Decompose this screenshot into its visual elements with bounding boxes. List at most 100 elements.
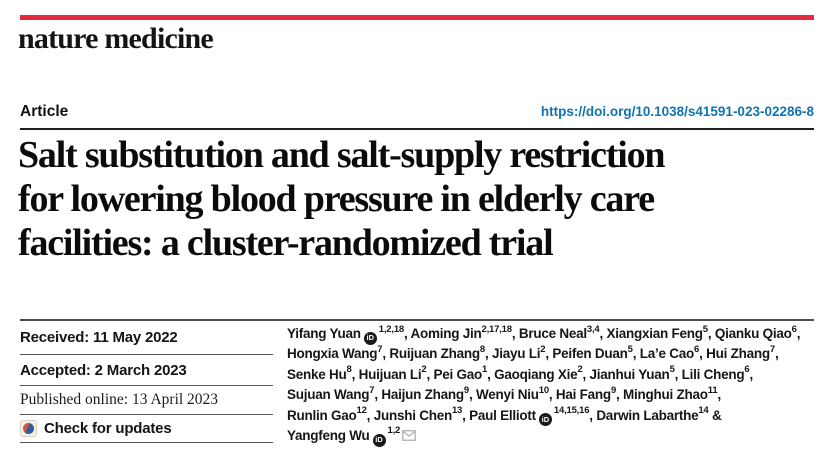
author-name: Gaoqiang Xie xyxy=(494,366,578,382)
author-separator: , xyxy=(366,407,374,423)
author-line: Runlin Gao12, Junshi Chen13, Paul Elliot… xyxy=(287,405,827,427)
affiliation-superscript: 2 xyxy=(421,364,427,376)
author-name: Senke Hu xyxy=(287,366,347,382)
affiliation-superscript: 2,17,18 xyxy=(481,323,512,335)
affiliation-superscript: 14,15,16 xyxy=(553,405,590,417)
author-line: Yangfeng Wu iD1,2 xyxy=(287,425,827,447)
author-separator: , xyxy=(774,346,779,362)
author-name: Bruce Neal xyxy=(518,326,587,341)
author-name: Minghui Zhao xyxy=(623,387,708,403)
author-name: Lili Cheng xyxy=(681,366,745,382)
author-separator: , xyxy=(351,366,359,382)
author-name: Sujuan Wang xyxy=(287,387,370,403)
affiliation-superscript: 6 xyxy=(791,323,797,335)
author-line: Hongxia Wang7, Ruijuan Zhang8, Jiayu Li2… xyxy=(287,344,827,364)
affiliation-superscript: 12 xyxy=(356,405,367,417)
affiliation-superscript: 7 xyxy=(377,343,383,355)
author-line: Senke Hu8, Huijuan Li2, Pei Gao1, Gaoqia… xyxy=(287,365,827,385)
author-separator: , xyxy=(487,366,495,382)
author-name: Ruijuan Zhang xyxy=(389,346,480,362)
author-separator: , xyxy=(717,387,721,403)
affiliation-superscript: 7 xyxy=(369,384,375,396)
author-separator: , xyxy=(582,366,590,382)
affiliation-superscript: 2 xyxy=(577,364,583,376)
author-separator: , xyxy=(749,366,754,382)
orcid-icon[interactable]: iD xyxy=(372,433,386,447)
author-name: Hui Zhang xyxy=(706,346,770,362)
email-icon[interactable] xyxy=(402,427,417,447)
affiliation-superscript: 6 xyxy=(744,364,750,376)
affiliation-superscript: 5 xyxy=(627,343,633,355)
author-line: Yifang Yuan iD1,2,18, Aoming Jin2,17,18, … xyxy=(287,323,827,345)
author-separator: , xyxy=(426,366,434,382)
orcid-icon[interactable]: iD xyxy=(538,413,552,427)
published-date: Published online: 13 April 2023 xyxy=(20,391,219,408)
affiliation-superscript: 11 xyxy=(707,384,718,396)
author-separator: , xyxy=(484,346,492,362)
affiliation-superscript: 14 xyxy=(698,405,709,417)
author-name: Jianhui Yuan xyxy=(589,366,670,382)
author-separator: , xyxy=(548,387,556,403)
author-separator: , xyxy=(616,387,624,403)
published-row: Published online: 13 April 2023 xyxy=(20,386,273,415)
article-type-label: Article xyxy=(20,103,69,120)
author-line: Sujuan Wang7, Haijun Zhang9, Wenyi Niu10… xyxy=(287,385,827,405)
affiliation-superscript: 5 xyxy=(702,323,708,335)
author-name: Hai Fang xyxy=(555,387,611,403)
section-divider-rule xyxy=(20,319,814,321)
author-separator: , xyxy=(462,407,470,423)
article-title-line: facilities: a cluster-randomized trial xyxy=(18,222,554,264)
affiliation-superscript: 3,4 xyxy=(586,323,600,335)
author-name: Qianku Qiao xyxy=(714,326,792,341)
author-separator: , xyxy=(632,346,640,362)
affiliation-superscript: 6 xyxy=(694,343,700,355)
author-separator: , xyxy=(511,326,519,341)
affiliation-superscript: 1,2 xyxy=(387,425,401,437)
author-name: Darwin Labarthe xyxy=(596,407,699,423)
affiliation-superscript: 10 xyxy=(538,384,549,396)
affiliation-superscript: 2 xyxy=(540,343,546,355)
author-name: Wenyi Niu xyxy=(475,387,539,403)
author-name: Pei Gao xyxy=(433,366,483,382)
author-name: Jiayu Li xyxy=(491,346,541,362)
affiliation-superscript: 8 xyxy=(479,343,485,355)
author-separator: , xyxy=(699,346,707,362)
author-name: Yifang Yuan xyxy=(287,326,361,341)
affiliation-superscript: 1 xyxy=(482,364,488,376)
affiliation-superscript: 1,2,18 xyxy=(378,323,404,335)
orcid-icon[interactable]: iD xyxy=(363,331,377,345)
accepted-row: Accepted: 2 March 2023 xyxy=(20,355,273,386)
author-name: La’e Cao xyxy=(639,346,695,362)
author-name: Yangfeng Wu xyxy=(287,427,370,443)
affiliation-superscript: 13 xyxy=(451,405,463,417)
accepted-date: Accepted: 2 March 2023 xyxy=(20,361,187,379)
article-header-row: Article https://doi.org/10.1038/s41591-0… xyxy=(20,103,814,121)
article-title-line: for lowering blood pressure in elderly c… xyxy=(18,178,655,220)
author-separator: , xyxy=(404,326,411,341)
article-title-line: Salt substitution and salt-supply restri… xyxy=(18,134,666,176)
crossmark-icon xyxy=(20,420,37,437)
author-name: Paul Elliott xyxy=(469,407,536,423)
author-separator: , xyxy=(589,407,597,423)
author-name: Hongxia Wang xyxy=(287,346,378,362)
author-name: Peifen Duan xyxy=(552,346,628,362)
author-name: Xiangxian Feng xyxy=(606,326,704,341)
affiliation-superscript: 5 xyxy=(669,364,675,376)
affiliation-superscript: 9 xyxy=(463,384,469,396)
author-name: Huijuan Li xyxy=(358,366,422,382)
author-separator: , xyxy=(545,346,553,362)
author-name: Runlin Gao xyxy=(287,407,357,423)
article-history: Received: 11 May 2022 Accepted: 2 March … xyxy=(20,321,273,443)
author-separator: , xyxy=(796,326,801,341)
affiliation-superscript: 9 xyxy=(610,384,617,396)
author-separator: , xyxy=(374,387,382,403)
author-separator: , xyxy=(468,387,476,403)
header-rule xyxy=(20,128,814,130)
author-separator: , xyxy=(599,326,607,341)
doi-link[interactable]: https://doi.org/10.1038/s41591-023-02286… xyxy=(540,104,814,119)
author-name: Haijun Zhang xyxy=(381,387,464,403)
check-for-updates-button[interactable]: Check for updates xyxy=(20,415,273,443)
check-for-updates-label: Check for updates xyxy=(44,420,172,437)
masthead-accent-bar xyxy=(20,15,814,20)
